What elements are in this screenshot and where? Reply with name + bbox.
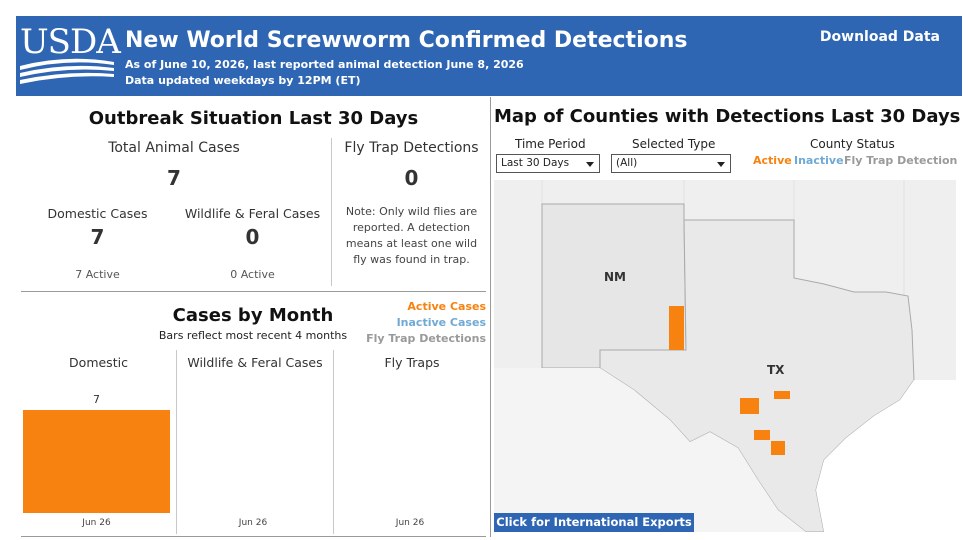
cases-by-month-subtitle: Bars reflect most recent 4 months — [158, 329, 348, 342]
chart-panel-label: Domestic — [69, 355, 128, 370]
outbreak-title: Outbreak Situation Last 30 Days — [88, 108, 419, 129]
county-status-active[interactable]: Active — [753, 154, 792, 167]
as-of-text: As of June 10, 2026, last reported anima… — [125, 58, 524, 71]
chart-x-tick-label: Jun 26 — [395, 518, 425, 528]
chart-divider-2 — [333, 350, 334, 534]
legend-active-cases: Active Cases — [407, 300, 486, 313]
total-cases-value: 7 — [167, 166, 181, 190]
chart-x-tick-label: Jun 26 — [82, 518, 111, 528]
usda-logo: USDA — [20, 22, 121, 92]
county-status-inactive[interactable]: Inactive — [794, 154, 844, 167]
wildlife-active-count: 0 Active — [230, 268, 275, 281]
selected-type-value: (All) — [616, 157, 638, 169]
usda-logo-text: USDA — [20, 22, 121, 62]
wildlife-cases-value: 0 — [245, 225, 260, 249]
map-title: Map of Counties with Detections Last 30 … — [494, 106, 961, 127]
selected-type-select[interactable]: (All) — [611, 154, 731, 173]
update-schedule-text: Data updated weekdays by 12PM (ET) — [125, 74, 361, 87]
chart-bar[interactable] — [23, 410, 170, 513]
wildlife-cases-label: Wildlife & Feral Cases — [184, 206, 321, 221]
fly-trap-note: Note: Only wild flies are reported. A de… — [345, 205, 478, 266]
domestic-active-count: 7 Active — [75, 268, 120, 281]
chart-panel-label: Fly Traps — [384, 355, 440, 370]
domestic-cases-label: Domestic Cases — [47, 206, 148, 221]
chart-panel-label: Wildlife & Feral Cases — [187, 355, 323, 370]
kpi-divider — [331, 138, 332, 286]
chevron-down-icon — [586, 162, 594, 167]
new-mexico-shape — [541, 203, 687, 369]
domestic-cases-value: 7 — [90, 225, 105, 249]
main-divider — [490, 97, 491, 537]
chart-x-tick-label: Jun 26 — [238, 518, 268, 528]
selected-type-label: Selected Type — [632, 137, 716, 151]
bottom-rule — [21, 536, 486, 537]
county-status-fly-trap[interactable]: Fly Trap Detection — [844, 154, 958, 167]
fly-trap-value: 0 — [404, 166, 419, 190]
county-status-label: County Status — [810, 137, 895, 151]
time-period-value: Last 30 Days — [501, 157, 570, 169]
fly-trap-label: Fly Trap Detections — [344, 140, 479, 156]
county-detection-2 — [774, 391, 790, 399]
cases-by-month-title: Cases by Month — [172, 305, 334, 326]
legend-fly-trap-detections: Fly Trap Detections — [366, 332, 486, 345]
download-data-link[interactable]: Download Data — [819, 29, 940, 45]
county-detection-1 — [740, 398, 759, 414]
chart-bar-value-label: 7 — [93, 393, 100, 406]
county-detection-nm — [669, 306, 684, 350]
county-detection-4 — [771, 441, 785, 455]
chart-divider-1 — [176, 350, 177, 534]
time-period-select[interactable]: Last 30 Days — [496, 154, 600, 173]
usda-logo-swoosh-icon — [20, 58, 114, 84]
header-banner: USDA New World Screwworm Confirmed Detec… — [16, 16, 962, 96]
map-svg — [494, 180, 956, 532]
chevron-down-icon — [717, 162, 725, 167]
county-detection-3 — [754, 430, 770, 440]
time-period-label: Time Period — [515, 137, 586, 151]
county-map[interactable] — [494, 180, 956, 532]
page-title: New World Screwworm Confirmed Detections — [125, 28, 688, 53]
legend-inactive-cases: Inactive Cases — [396, 316, 486, 329]
total-cases-label: Total Animal Cases — [108, 140, 240, 156]
section-divider — [21, 291, 486, 292]
state-label-tx: TX — [767, 363, 785, 377]
state-label-nm: NM — [604, 270, 626, 284]
international-exports-button[interactable]: Click for International Exports — [494, 513, 694, 532]
